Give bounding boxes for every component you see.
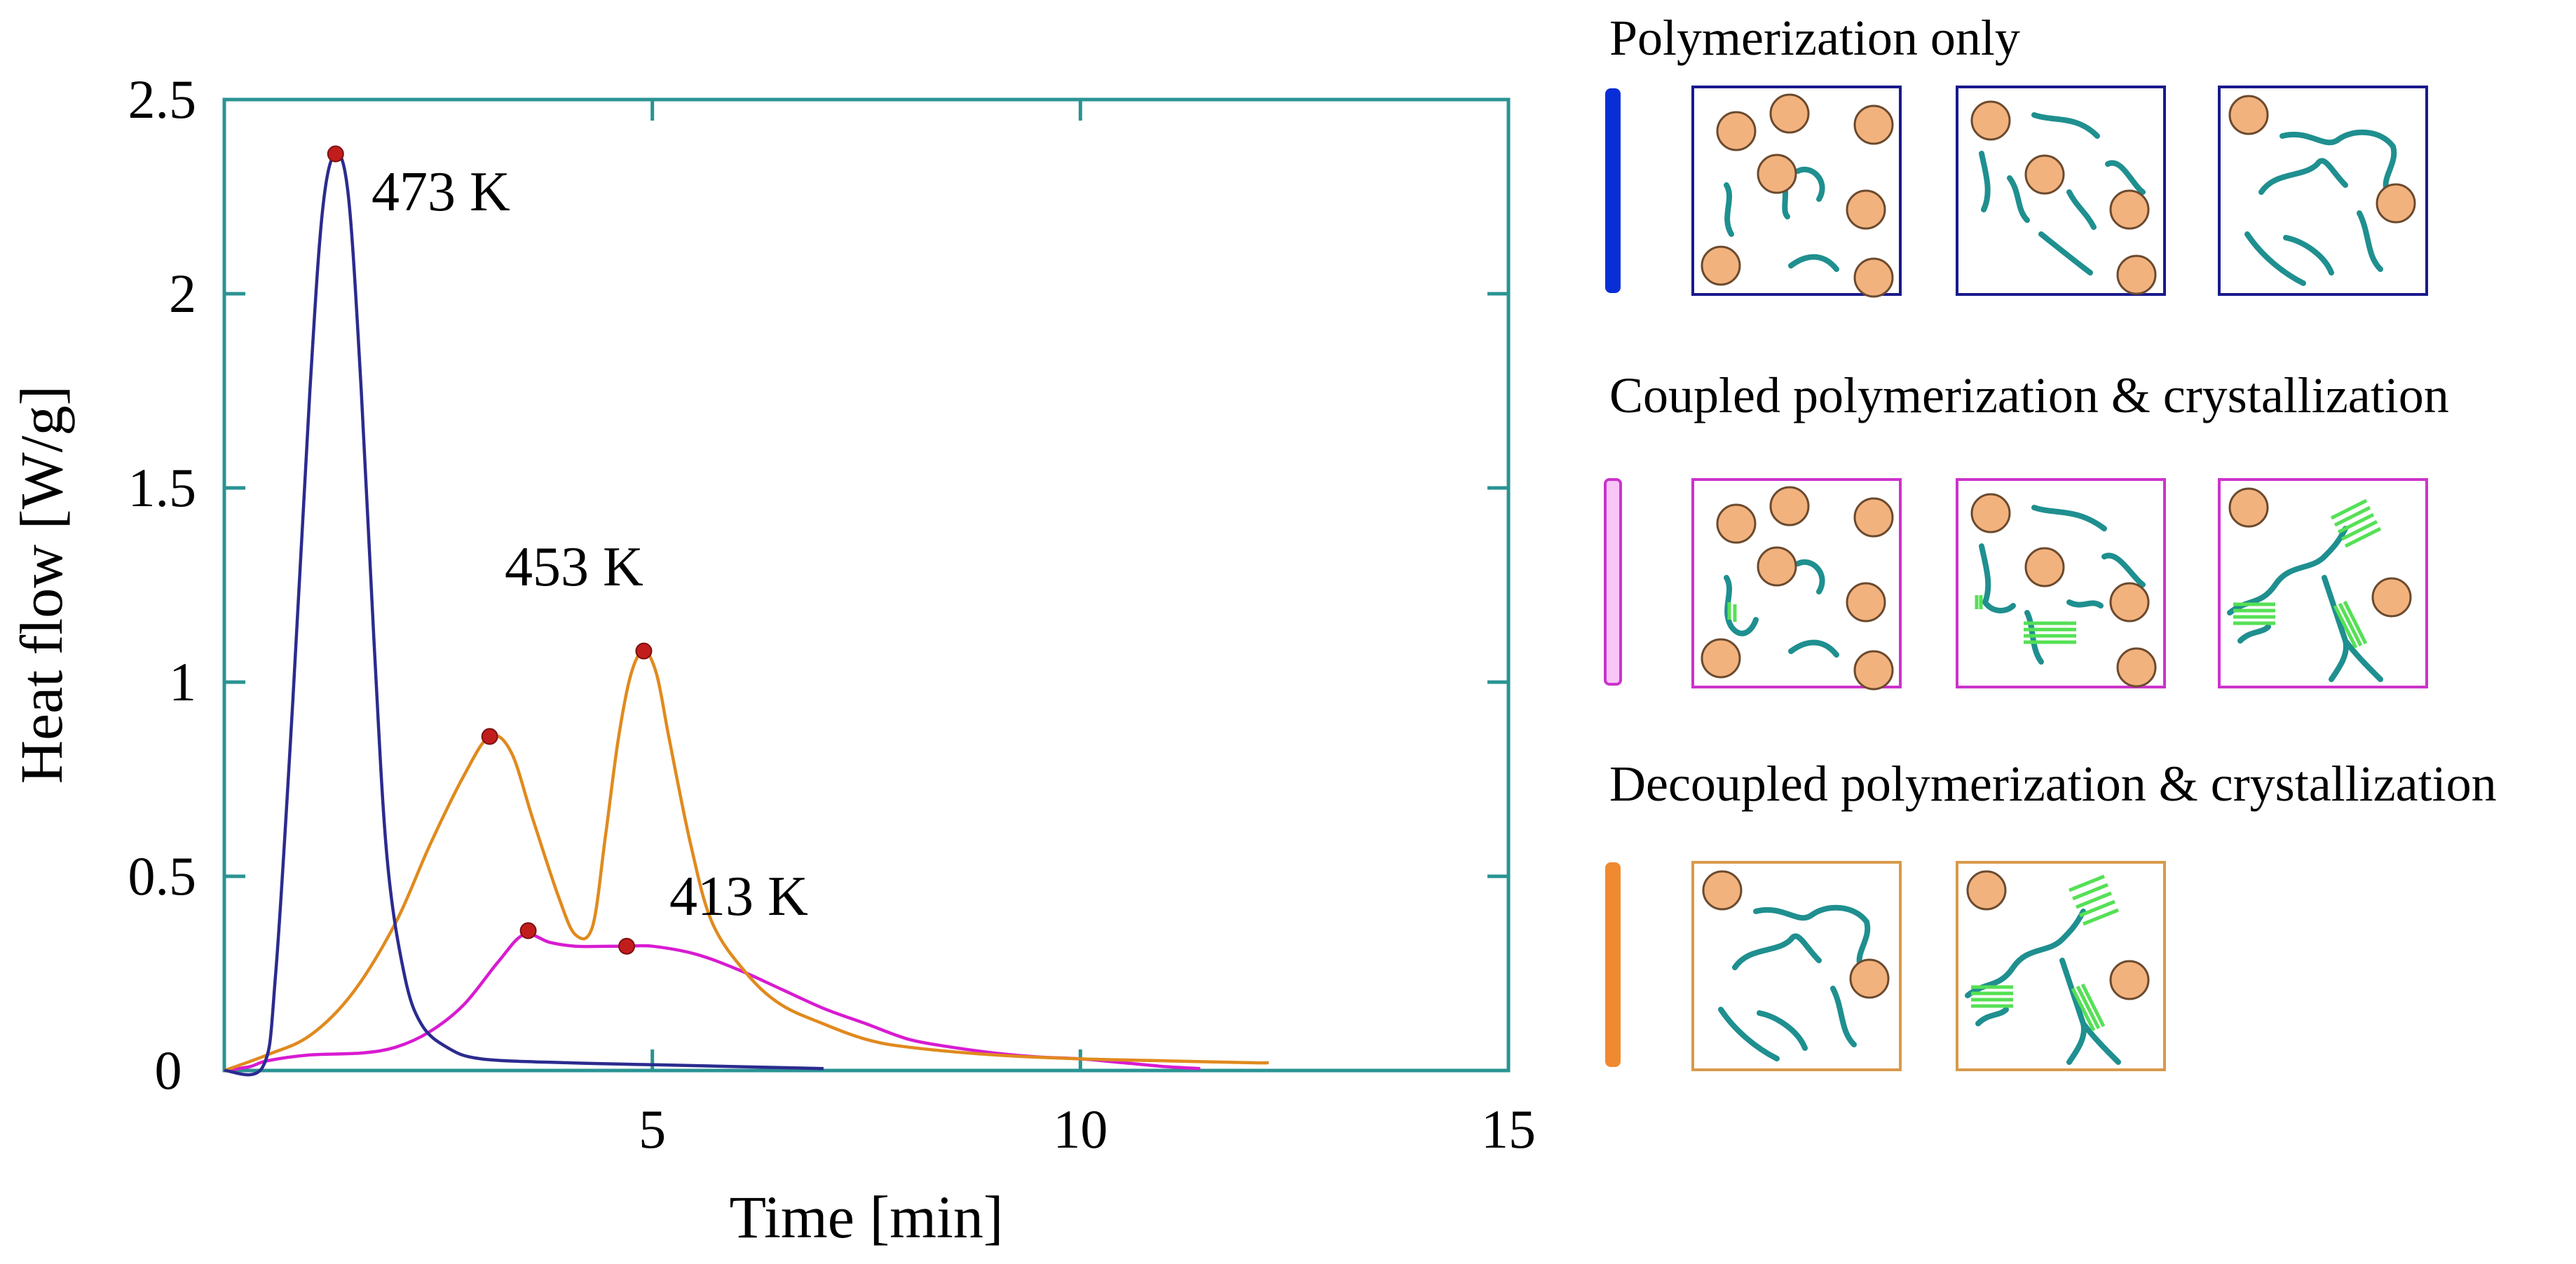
panel-3-box-2 <box>1956 861 2166 1071</box>
y-tick-label: 0.5 <box>128 845 197 906</box>
panel-title-coupled: Coupled polymerization & crystallization <box>1609 367 2449 423</box>
panel-title-polymerization-only: Polymerization only <box>1609 10 2020 66</box>
panel-1-box-2 <box>1956 86 2166 296</box>
axis-ticks <box>224 97 1508 1071</box>
y-tick-label: 2 <box>169 263 196 324</box>
y-tick-label: 1 <box>169 651 196 712</box>
x-tick-label: 15 <box>1481 1099 1536 1160</box>
y-tick-label: 1.5 <box>128 457 197 518</box>
schematic-panels: Polymerization only <box>1604 10 2497 1071</box>
series-lines <box>224 151 1269 1077</box>
legend-bar-473k <box>1605 88 1621 293</box>
peak-marker-453k <box>635 642 653 660</box>
panel-2-box-3 <box>2218 478 2428 688</box>
y-tick-label: 2.5 <box>128 69 197 130</box>
panel-2-box-2 <box>1956 478 2166 688</box>
panel-title-decoupled: Decoupled polymerization & crystallizati… <box>1609 756 2497 812</box>
panel-2-box-1 <box>1691 478 1902 691</box>
series-line-453k <box>224 649 1269 1073</box>
plot-frame <box>222 97 1511 1073</box>
panel-3-box-1 <box>1691 861 1902 1071</box>
peak-marker-453k <box>481 728 498 745</box>
series-line-413k <box>224 932 1201 1073</box>
legend-bar-453k <box>1604 478 1622 686</box>
y-axis-title: Heat flow [W/g] <box>8 386 75 784</box>
x-tick-label: 10 <box>1053 1099 1108 1160</box>
legend-bar-413k <box>1605 862 1621 1067</box>
peak-marker-413k <box>618 937 636 955</box>
heat-flow-chart: 0.5 1 1.5 2 2.5 0 5 10 15 Time [min] Heat flow [… <box>8 69 1536 1251</box>
peak-marker-413k <box>519 922 537 939</box>
x-tick-label: 5 <box>639 1099 666 1160</box>
tick-labels: 0.5 1 1.5 2 2.5 0 5 10 15 <box>128 69 1536 1160</box>
series-label-473k: 473 K <box>372 161 510 223</box>
panel-1-box-3 <box>2218 86 2428 296</box>
peak-markers <box>327 145 653 955</box>
series-label-453k: 453 K <box>505 536 643 598</box>
peak-marker-473k <box>327 145 344 163</box>
x-axis-title: Time [min] <box>729 1183 1003 1251</box>
x-tick-label: 0 <box>155 1040 182 1101</box>
series-label-413k: 413 K <box>669 866 808 927</box>
series-line-473k <box>224 151 824 1077</box>
panel-1-box-1 <box>1691 86 1902 298</box>
